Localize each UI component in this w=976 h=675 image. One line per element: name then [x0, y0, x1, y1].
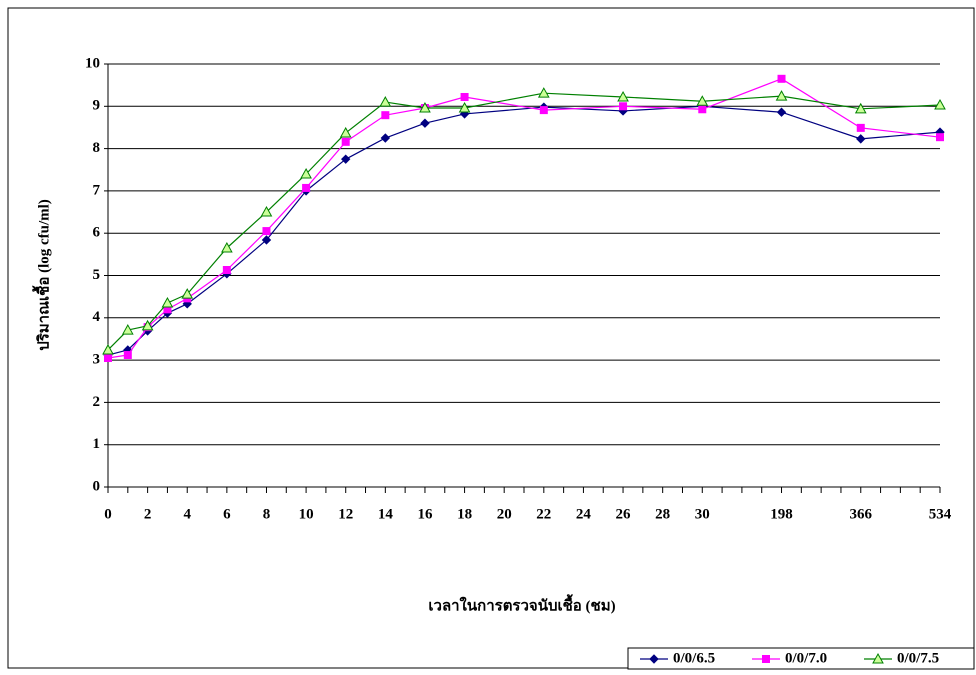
line-segment	[544, 93, 623, 97]
x-tick-label: 534	[929, 506, 952, 522]
x-tick-label: 6	[223, 506, 231, 522]
y-tick-label: 2	[93, 394, 101, 410]
x-tick-label: 366	[850, 506, 873, 522]
data-point	[303, 184, 310, 191]
data-point	[421, 119, 429, 127]
line-segment	[465, 93, 544, 108]
y-tick-label: 10	[85, 55, 100, 71]
legend-label: 0/0/7.0	[785, 650, 827, 666]
line-segment	[425, 114, 465, 123]
line-segment	[782, 112, 861, 139]
data-point	[857, 135, 865, 143]
x-tick-label: 20	[497, 506, 512, 522]
line-segment	[187, 248, 227, 294]
line-segment	[266, 188, 306, 231]
data-point	[699, 106, 706, 113]
x-tick-label: 8	[263, 506, 271, 522]
line-segment	[266, 191, 306, 240]
x-tick-label: 12	[338, 506, 353, 522]
data-point	[342, 138, 349, 145]
chart: เวลาในการตรวจนับเชื้อ (ชม) ปริมาณเชื้อ (…	[0, 0, 976, 670]
y-tick-label: 9	[93, 98, 101, 114]
data-point	[380, 97, 390, 106]
line-segment	[861, 105, 940, 109]
y-axis-title: ปริมาณเชื้อ (log cfu/ml)	[31, 199, 52, 351]
x-tick-label: 18	[457, 506, 472, 522]
line-segment	[385, 123, 425, 138]
legend-label: 0/0/6.5	[673, 650, 715, 666]
x-tick-label: 16	[417, 506, 433, 522]
chart-border	[8, 8, 974, 668]
y-tick-label: 6	[93, 225, 101, 241]
line-segment	[702, 79, 781, 109]
line-segment	[385, 102, 425, 108]
x-tick-label: 26	[616, 506, 632, 522]
line-segment	[702, 96, 781, 101]
line-segment	[187, 270, 227, 298]
x-tick-label: 10	[299, 506, 314, 522]
data-point	[223, 267, 230, 274]
x-tick-label: 198	[770, 506, 793, 522]
data-point	[777, 91, 787, 100]
line-segment	[187, 274, 227, 304]
data-point	[162, 298, 172, 307]
x-axis-title: เวลาในการตรวจนับเชื้อ (ชม)	[428, 593, 615, 614]
data-point	[461, 93, 468, 100]
data-point	[341, 128, 351, 137]
y-tick-label: 4	[93, 309, 101, 325]
data-point	[124, 352, 131, 359]
data-point	[105, 354, 112, 361]
line-segment	[385, 108, 425, 115]
x-tick-label: 4	[183, 506, 191, 522]
line-segment	[782, 96, 861, 109]
y-tick-label: 3	[93, 352, 101, 368]
line-segment	[465, 97, 544, 110]
x-tick-label: 0	[104, 506, 112, 522]
data-point	[937, 134, 944, 141]
legend-label: 0/0/7.5	[897, 650, 939, 666]
data-point	[540, 107, 547, 114]
y-tick-label: 1	[93, 436, 101, 452]
x-tick-label: 22	[536, 506, 551, 522]
data-point	[382, 112, 389, 119]
data-point	[778, 108, 786, 116]
data-point	[778, 75, 785, 82]
line-segment	[227, 240, 267, 274]
line-segment	[227, 212, 267, 248]
data-point	[539, 88, 549, 97]
data-point	[935, 100, 945, 109]
y-tick-label: 5	[93, 267, 101, 283]
x-tick-label: 30	[695, 506, 710, 522]
data-point	[381, 134, 389, 142]
y-tick-label: 8	[93, 140, 101, 156]
x-tick-label: 2	[144, 506, 152, 522]
x-tick-label: 24	[576, 506, 592, 522]
x-tick-label: 28	[655, 506, 670, 522]
data-point	[263, 228, 270, 235]
line-segment	[306, 159, 346, 191]
x-tick-label: 14	[378, 506, 394, 522]
line-segment	[227, 231, 267, 270]
legend-marker	[763, 656, 770, 663]
line-segment	[702, 106, 781, 112]
data-point	[857, 124, 864, 131]
data-point	[620, 103, 627, 110]
y-tick-label: 7	[93, 182, 101, 198]
line-segment	[266, 174, 306, 212]
line-segment	[782, 79, 861, 128]
line-segment	[306, 133, 346, 174]
y-tick-label: 0	[93, 478, 101, 494]
line-segment	[623, 97, 702, 101]
